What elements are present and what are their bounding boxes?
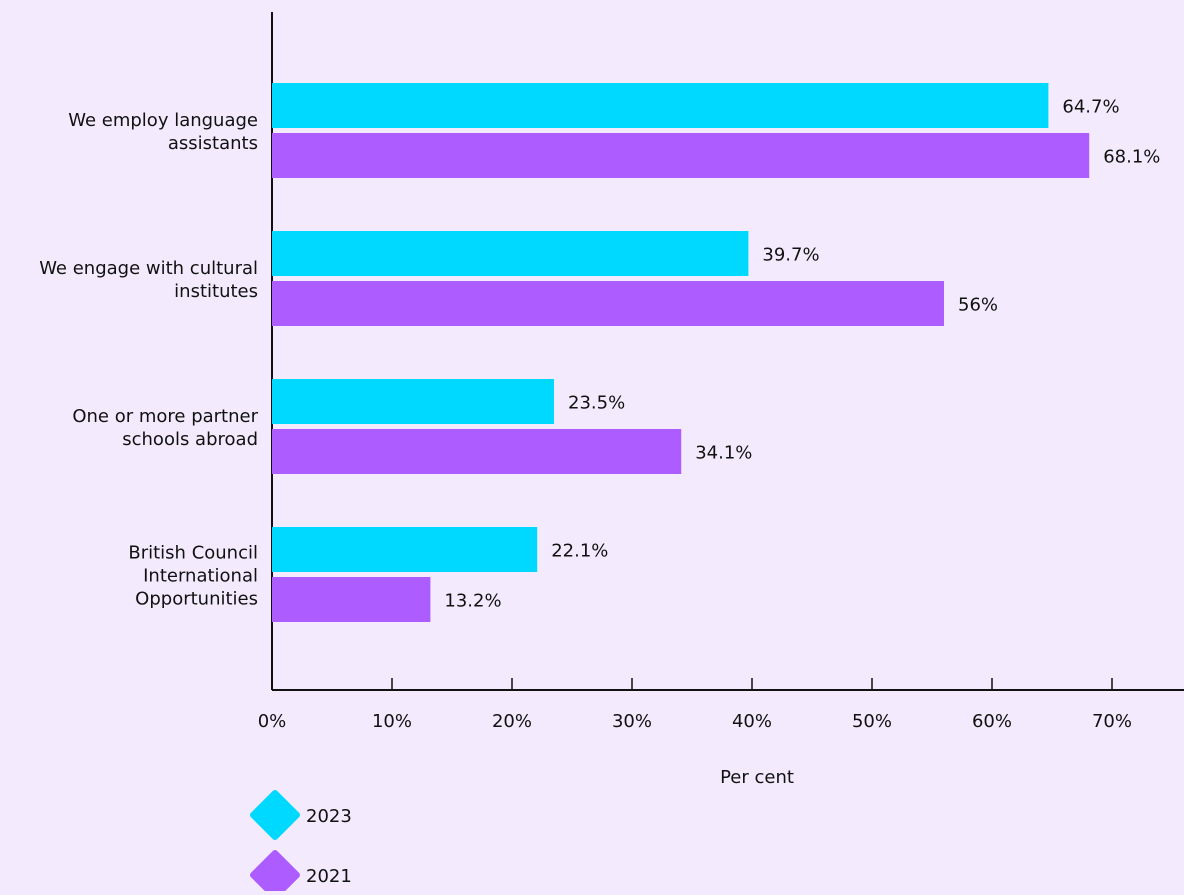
category-label-line: institutes	[174, 281, 258, 302]
bar-value-label-2021: 34.1%	[695, 443, 752, 464]
x-tick-label: 50%	[852, 711, 892, 732]
category-label-line: One or more partner	[72, 406, 258, 427]
category-label: We employ language assistants	[68, 110, 258, 154]
bar-value-label-2023: 23.5%	[568, 393, 625, 414]
x-tick-label: 30%	[612, 711, 652, 732]
bar-value-label-2021: 56%	[958, 295, 998, 316]
bar-2023	[272, 379, 554, 424]
category-label-line: British Council	[128, 543, 258, 564]
bar-2021	[272, 133, 1090, 178]
bar-2023	[272, 83, 1049, 128]
category-label-line: We engage with cultural	[39, 258, 258, 279]
bar-2023	[272, 527, 538, 572]
category-label: We engage with cultural institutes	[39, 258, 258, 302]
bar-value-label-2023: 64.7%	[1062, 97, 1119, 118]
legend-marker-2023	[250, 790, 300, 840]
category-label-line: assistants	[168, 133, 258, 154]
legend-label-2021: 2021	[306, 866, 352, 887]
bar-2021	[272, 429, 682, 474]
bar-2021	[272, 281, 944, 326]
x-tick-label: 70%	[1092, 711, 1132, 732]
category-label-line: We employ language	[68, 110, 258, 131]
x-axis-title: Per cent	[720, 767, 794, 788]
legend-label-2023: 2023	[306, 806, 352, 827]
category-label: British Council International Opportunitie…	[128, 543, 258, 610]
x-tick-label: 0%	[258, 711, 287, 732]
bar-2023	[272, 231, 749, 276]
category-label-line: schools abroad	[122, 429, 258, 450]
x-tick-label: 60%	[972, 711, 1012, 732]
bar-2021	[272, 577, 431, 622]
bar-value-label-2021: 13.2%	[444, 591, 501, 612]
bar-value-label-2023: 22.1%	[551, 541, 608, 562]
x-tick-label: 40%	[732, 711, 772, 732]
x-tick-label: 10%	[372, 711, 412, 732]
category-label-line: International	[143, 566, 258, 587]
x-tick-label: 20%	[492, 711, 532, 732]
legend-marker-2021	[250, 850, 300, 895]
category-label-line: Opportunities	[135, 589, 258, 610]
category-label: One or more partner schools abroad	[72, 406, 258, 450]
bar-value-label-2021: 68.1%	[1103, 147, 1160, 168]
bar-value-label-2023: 39.7%	[762, 245, 819, 266]
